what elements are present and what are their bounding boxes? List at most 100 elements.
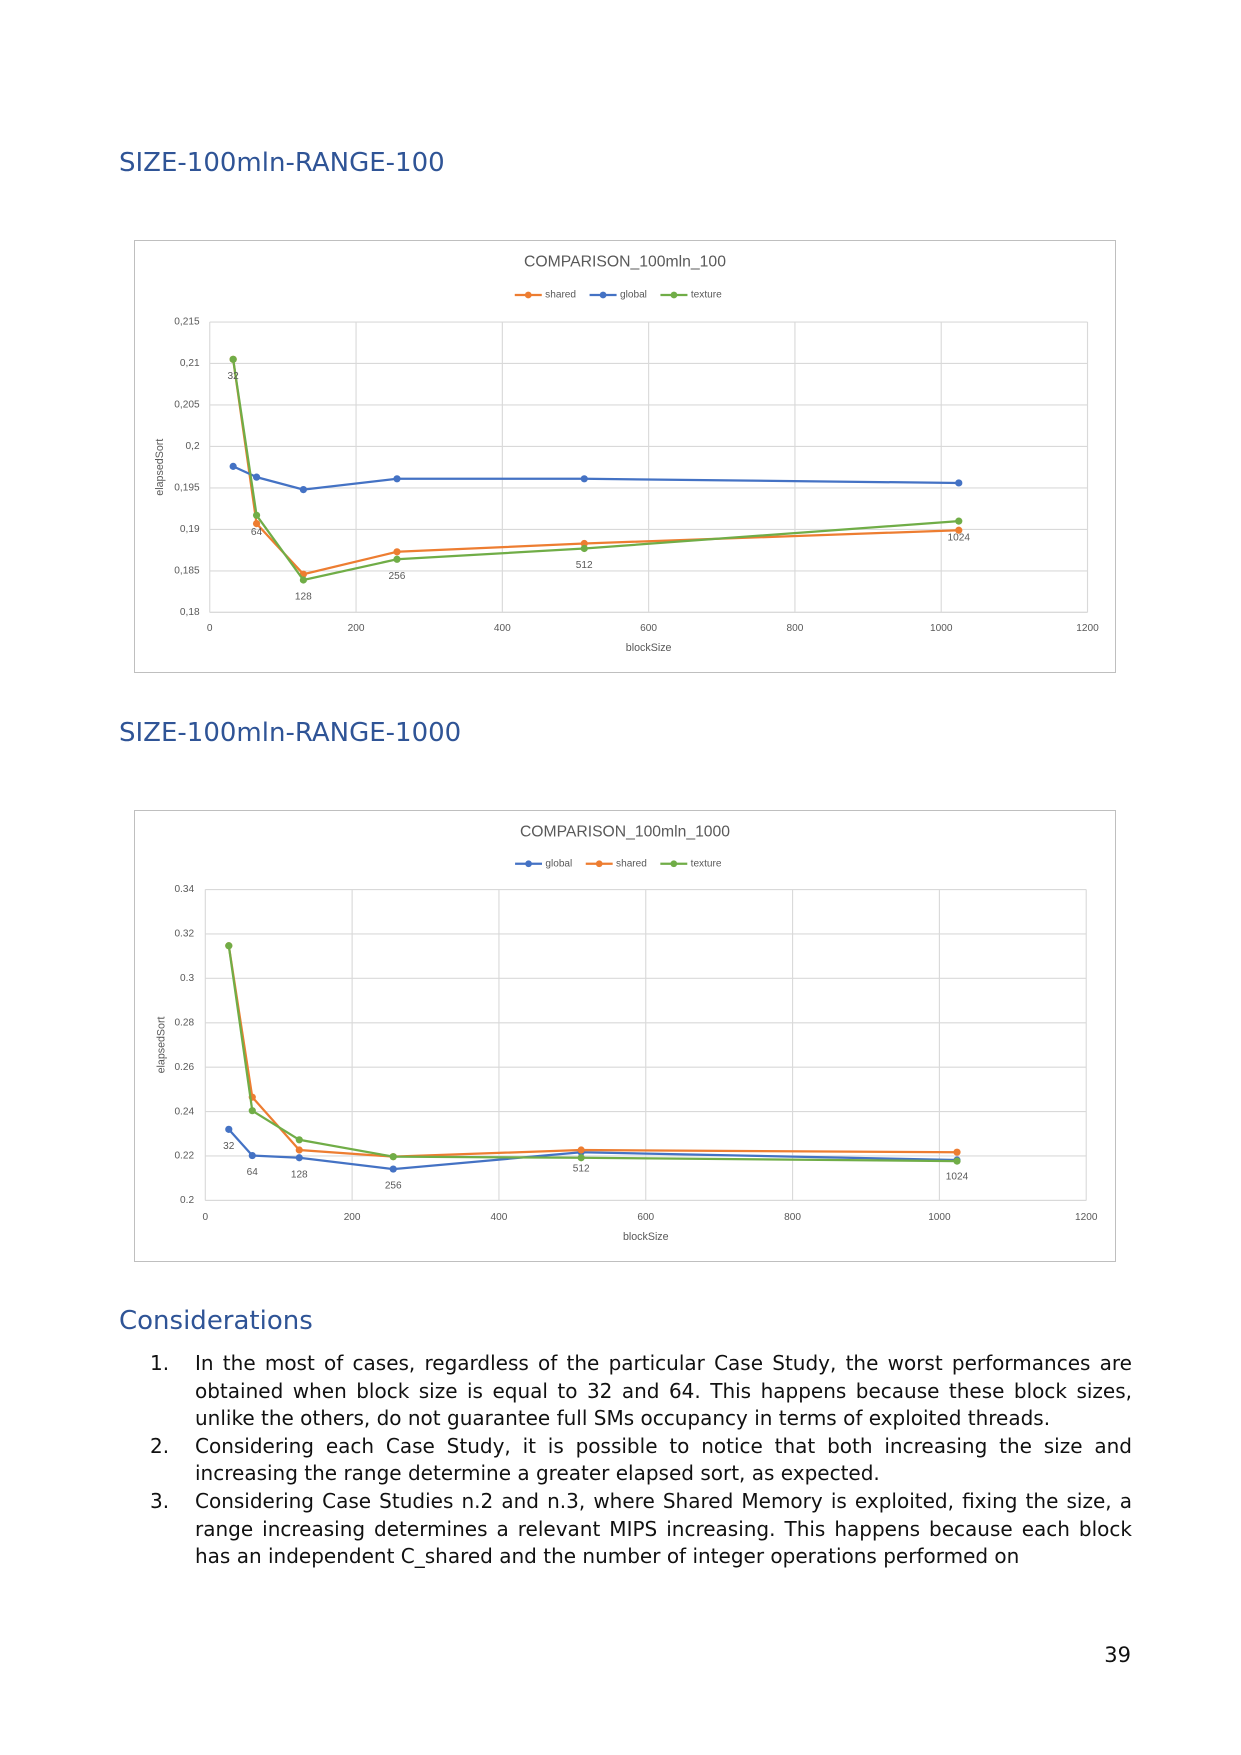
x-tick-label: 400	[494, 623, 511, 634]
data-label: 1024	[948, 533, 971, 544]
y-tick-label: 0.26	[174, 1062, 194, 1073]
x-tick-label: 200	[344, 1212, 361, 1223]
list-item: 1. In the most of cases, regardless of th…	[150, 1350, 1132, 1433]
data-label: 256	[385, 1181, 402, 1192]
data-point	[953, 1157, 961, 1165]
data-label: 128	[291, 1169, 308, 1180]
legend-label: shared	[545, 290, 576, 301]
data-label: 512	[576, 560, 593, 571]
series-line	[232, 359, 959, 582]
x-tick-label: 400	[491, 1212, 508, 1223]
legend-marker	[595, 860, 603, 868]
x-tick-label: 0	[207, 623, 213, 634]
series-line	[227, 1128, 958, 1171]
legend-label: global	[620, 290, 647, 301]
considerations-list: 1. In the most of cases, regardless of th…	[150, 1350, 1132, 1571]
y-tick-label: 0.2	[180, 1195, 194, 1206]
legend-marker	[670, 860, 678, 868]
x-tick-label: 600	[640, 623, 657, 634]
y-tick-label: 0,21	[180, 358, 200, 369]
legend-marker	[524, 291, 532, 299]
x-tick-label: 800	[784, 1212, 801, 1223]
data-point	[252, 511, 261, 519]
data-label: 128	[295, 592, 312, 603]
data-point	[248, 1151, 256, 1160]
series-line	[227, 945, 958, 1163]
item-text: Considering each Case Study, it is possi…	[195, 1433, 1132, 1486]
list-item: 3. Considering Case Studies n.2 and n.3, …	[150, 1488, 1132, 1571]
data-point	[252, 519, 261, 528]
data-point	[393, 475, 401, 483]
data-label: 64	[251, 527, 263, 538]
data-label: 32	[228, 371, 240, 382]
x-tick-label: 1200	[1076, 623, 1099, 634]
series-line	[232, 465, 959, 491]
series-line	[232, 359, 959, 576]
item-number: 2.	[150, 1433, 170, 1458]
y-tick-label: 0.32	[174, 929, 194, 940]
legend-label: texture	[691, 858, 722, 869]
legend-marker	[670, 291, 678, 299]
item-text: In the most of cases, regardless of the …	[195, 1351, 1132, 1431]
data-point	[299, 576, 307, 584]
x-tick-label: 1000	[928, 1212, 951, 1223]
y-tick-label: 0,185	[174, 566, 200, 577]
item-number: 1.	[150, 1351, 170, 1375]
y-axis-label: elapsedSort	[155, 1017, 167, 1074]
x-tick-label: 200	[348, 623, 365, 634]
heading: SIZE-100mln-RANGE-100	[119, 148, 445, 178]
data-point	[295, 1146, 303, 1154]
data-point	[577, 1154, 585, 1162]
x-tick-label: 1200	[1075, 1212, 1098, 1223]
x-tick-label: 0	[202, 1212, 208, 1223]
data-point	[955, 526, 963, 534]
y-tick-label: 0.28	[174, 1017, 194, 1028]
y-tick-label: 0.22	[174, 1151, 194, 1162]
x-tick-label: 800	[786, 623, 803, 634]
data-point	[299, 485, 307, 494]
data-point	[389, 1165, 397, 1173]
data-point	[577, 1146, 585, 1154]
legend-marker	[525, 860, 532, 868]
data-point	[393, 548, 401, 556]
y-axis-label: elapsedSort	[154, 439, 166, 496]
data-point	[955, 479, 963, 487]
chart-title: COMPARISON_100mln_1000	[520, 823, 730, 840]
data-point	[580, 539, 588, 548]
item-number: 3.	[150, 1488, 170, 1513]
data-point	[393, 555, 401, 563]
y-tick-label: 0.3	[180, 973, 194, 984]
data-point	[225, 942, 233, 950]
chart-frame: 0,18 0,185 0,19 0,195 0,2 0,205 0,21 0,215 0 200 4…	[134, 240, 1116, 673]
data-point	[252, 473, 261, 481]
data-label: 1024	[946, 1171, 969, 1182]
y-tick-label: 0.24	[174, 1106, 194, 1117]
y-tick-label: 0.34	[174, 884, 194, 895]
x-axis-label: blockSize	[623, 1231, 669, 1243]
list-item: 2. Considering each Case Study, it is pos…	[150, 1433, 1132, 1488]
legend-marker	[599, 291, 607, 299]
data-label: 256	[389, 571, 406, 582]
chart: 0,18 0,185 0,19 0,195 0,2 0,205 0,21 0,215 0 200 4…	[154, 254, 1099, 655]
y-tick-label: 0,2	[186, 441, 200, 452]
y-tick-label: 0,18	[180, 607, 200, 618]
data-label: 32	[223, 1141, 235, 1152]
y-tick-label: 0,19	[180, 524, 200, 535]
data-point	[580, 475, 588, 483]
data-point	[295, 1136, 303, 1144]
data-point	[953, 1148, 961, 1156]
item-text: Considering Case Studies n.2 and n.3, wh…	[195, 1488, 1132, 1569]
y-tick-label: 0,195	[174, 483, 200, 494]
chart-title: COMPARISON_100mln_100	[524, 254, 726, 271]
chart: 0.2 0.22 0.24 0.26 0.28 0.3 0.32 0.34 0 200 400 600…	[155, 823, 1098, 1243]
legend-label: global	[545, 858, 572, 869]
series-line	[227, 945, 958, 1158]
data-label: 64	[247, 1167, 259, 1178]
page-number: 39	[1104, 1643, 1131, 1667]
heading: SIZE-100mln-RANGE-1000	[119, 718, 462, 748]
chart-frame: 0.2 0.22 0.24 0.26 0.28 0.3 0.32 0.34 0 200 400 600…	[134, 810, 1116, 1262]
data-point	[248, 1107, 256, 1115]
data-point	[389, 1153, 397, 1161]
data-point	[955, 517, 963, 525]
y-tick-label: 0,215	[174, 317, 200, 328]
